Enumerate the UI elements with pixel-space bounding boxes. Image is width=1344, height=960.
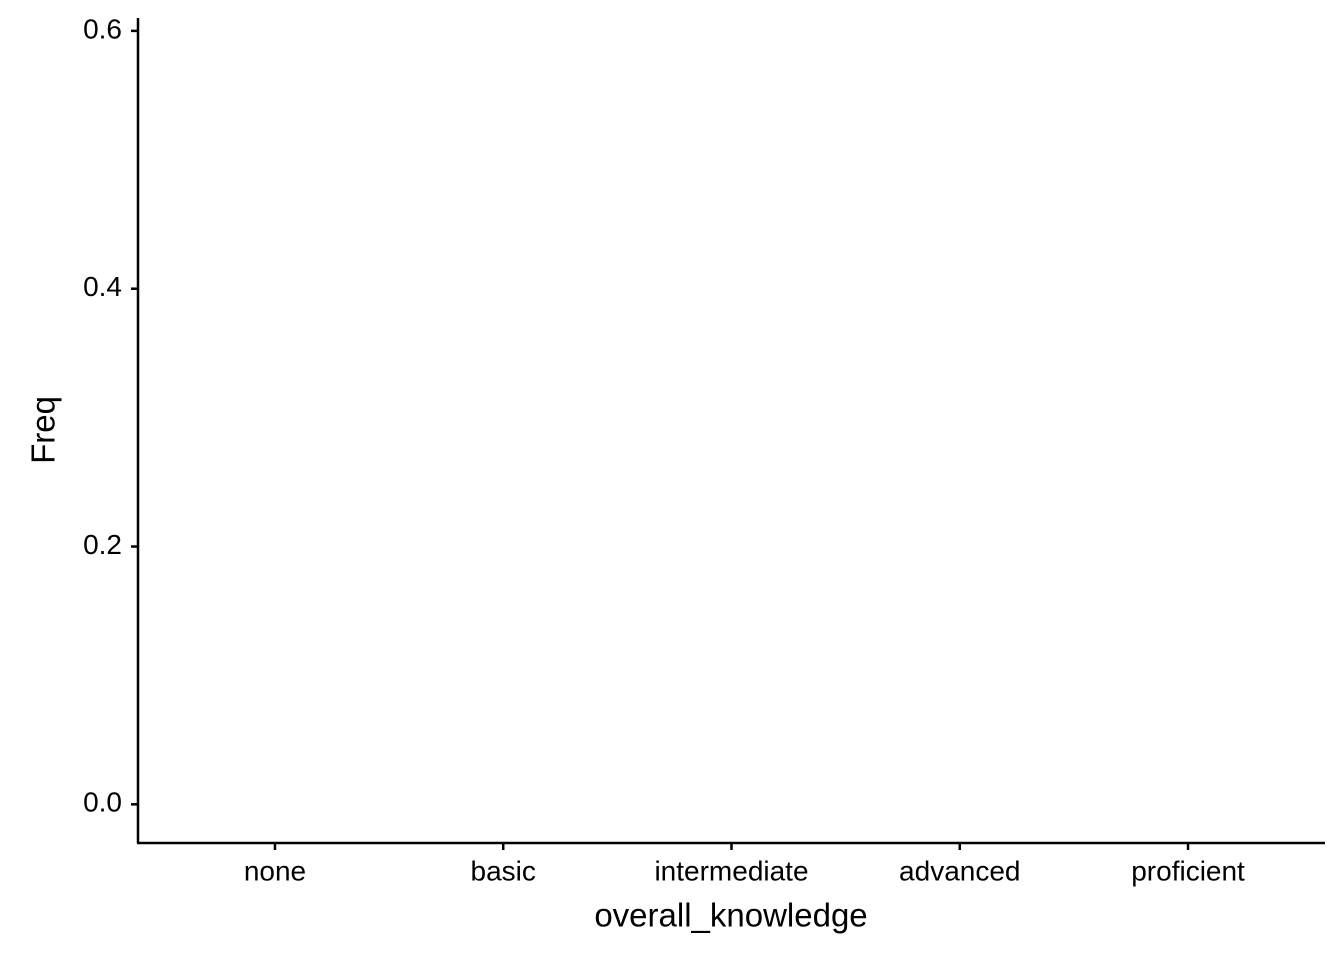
x-axis-title: overall_knowledge <box>594 897 867 934</box>
y-tick-label: 0.4 <box>83 271 122 302</box>
y-axis-title: Freq <box>25 396 62 464</box>
x-tick-label: basic <box>471 855 536 886</box>
x-tick-label: intermediate <box>654 855 808 886</box>
x-tick-label: none <box>244 855 306 886</box>
y-tick-label: 0.2 <box>83 529 122 560</box>
x-tick-label: proficient <box>1131 855 1245 886</box>
x-tick-label: advanced <box>899 855 1020 886</box>
y-tick-label: 0.6 <box>83 13 122 44</box>
y-tick-label: 0.0 <box>83 787 122 818</box>
